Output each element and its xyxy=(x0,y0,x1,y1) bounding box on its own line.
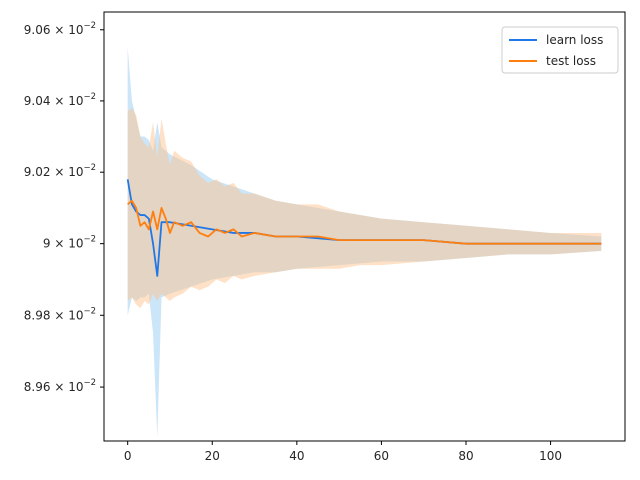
test-loss-band xyxy=(127,108,602,309)
x-tick-label: 20 xyxy=(205,449,220,463)
y-tick-label: 9.04 × 10−2 xyxy=(24,92,96,108)
x-tick-label: 80 xyxy=(458,449,473,463)
x-tick-label: 100 xyxy=(539,449,562,463)
legend: learn loss test loss xyxy=(501,26,619,74)
x-tick-label: 0 xyxy=(124,449,132,463)
confidence-bands xyxy=(127,47,602,438)
y-axis: 8.96 × 10−2 8.98 × 10−2 9 × 10−2 9.02 × 10−… xyxy=(24,21,104,394)
x-tick-label: 40 xyxy=(289,449,304,463)
learn-loss-legend-label: learn loss xyxy=(546,33,603,47)
axes-frame xyxy=(103,11,626,442)
test-loss-line xyxy=(127,199,602,245)
y-tick-label: 9.02 × 10−2 xyxy=(24,163,96,179)
x-axis: 0 20 40 60 80 100 xyxy=(124,441,562,463)
y-tick-label: 8.98 × 10−2 xyxy=(24,306,96,322)
y-tick-label: 9.06 × 10−2 xyxy=(24,21,96,37)
y-tick-label: 9 × 10−2 xyxy=(43,235,96,251)
y-tick-label: 8.96 × 10−2 xyxy=(24,378,96,394)
x-tick-label: 60 xyxy=(374,449,389,463)
test-loss-legend-label: test loss xyxy=(546,54,596,68)
series-lines xyxy=(126,179,602,277)
